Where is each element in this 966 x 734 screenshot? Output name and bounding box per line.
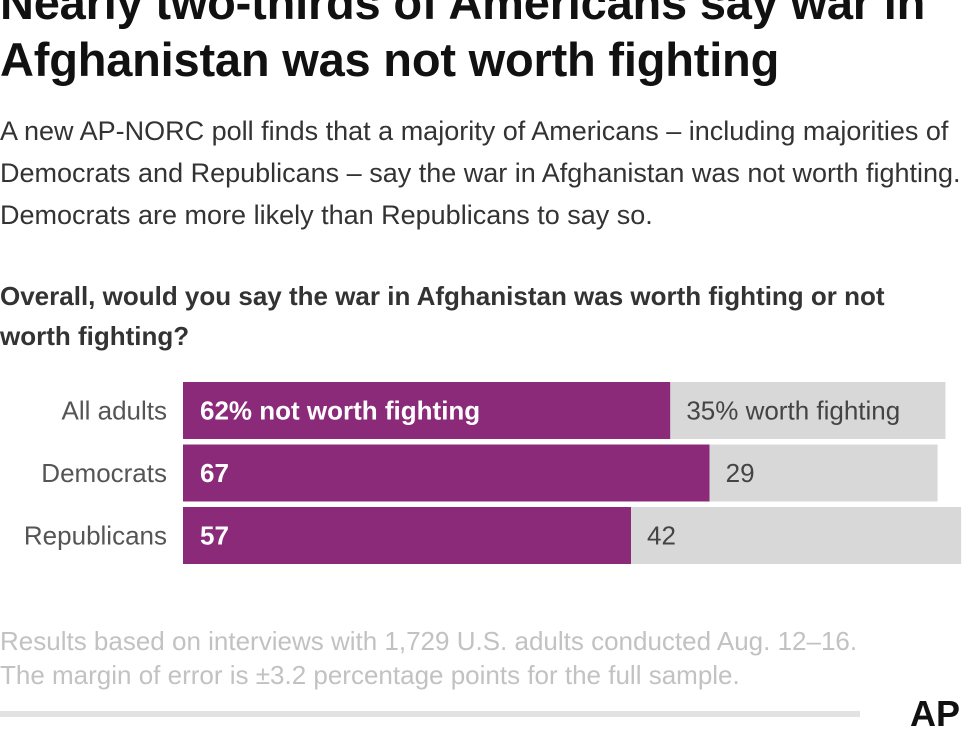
- bar-not-worth-democrats: [183, 444, 710, 502]
- stacked-bar-chart: All adults 62% not worth fighting 35% wort…: [24, 382, 962, 564]
- bar-not-worth-all-adults: [183, 382, 671, 439]
- bar-worth-all-adults: [670, 382, 946, 439]
- data-label-worth-democrats: 29: [726, 458, 755, 488]
- bar-worth-democrats: [709, 444, 938, 502]
- footnote-line-1: Results based on interviews with 1,729 U…: [0, 626, 858, 656]
- category-label-democrats: Democrats: [41, 458, 167, 488]
- bar-worth-republicans: [631, 507, 962, 564]
- bar-not-worth-republicans: [183, 507, 632, 564]
- survey-question: Overall, would you say the war in Afghan…: [0, 281, 885, 351]
- data-label-not-worth-republicans: 57: [200, 521, 229, 551]
- footnote: Results based on interviews with 1,729 U…: [0, 624, 966, 692]
- data-label-not-worth-all-adults: 62% not worth fighting: [200, 396, 480, 426]
- category-label-all-adults: All adults: [62, 396, 168, 426]
- source-line: [0, 711, 860, 717]
- data-label-worth-all-adults: 35% worth fighting: [686, 396, 900, 426]
- ap-logo: AP: [910, 693, 961, 734]
- footnote-line-2: The margin of error is ±3.2 percentage p…: [0, 660, 740, 690]
- category-label-republicans: Republicans: [24, 521, 167, 551]
- data-label-worth-republicans: 42: [647, 521, 676, 551]
- chart-title: Nearly two-thirds of Americans say war i…: [0, 0, 926, 86]
- chart-subtitle: A new AP-NORC poll finds that a majority…: [0, 116, 961, 230]
- data-label-not-worth-democrats: 67: [200, 458, 229, 488]
